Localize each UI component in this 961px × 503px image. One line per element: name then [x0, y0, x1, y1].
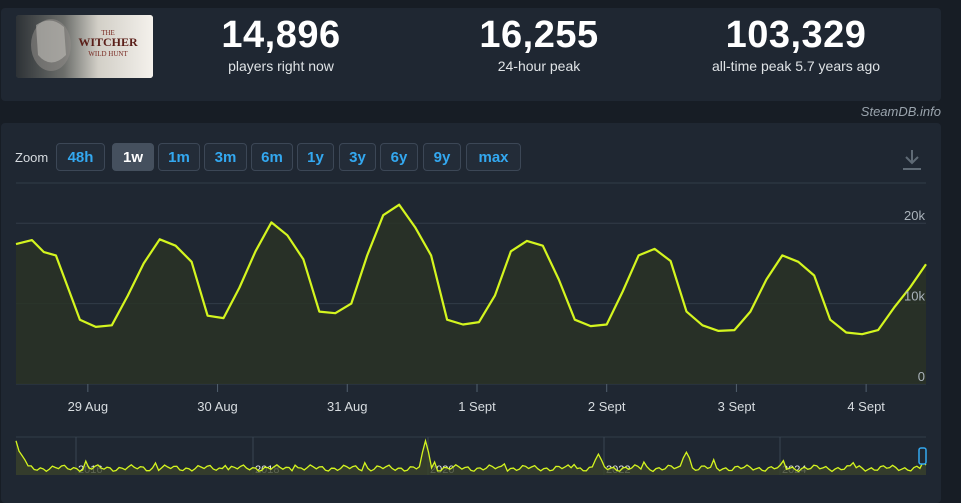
svg-text:THE: THE [101, 29, 115, 37]
chart-area-fill [16, 204, 926, 384]
series-area [16, 204, 926, 384]
zoom-48h-button[interactable]: 48h [56, 143, 105, 171]
range-navigator[interactable]: 20162018202020222024 [15, 436, 927, 476]
all-time-peak-stat: 103,329 all-time peak 5.7 years ago [676, 14, 916, 74]
download-icon[interactable] [901, 148, 923, 172]
svg-text:WITCHER: WITCHER [78, 35, 138, 49]
day-peak-label: 24-hour peak [497, 58, 581, 74]
stats-panel [1, 8, 941, 101]
zoom-1m-button[interactable]: 1m [158, 143, 200, 171]
navigator-handle[interactable] [918, 447, 927, 465]
x-tick-label: 2 Sept [588, 399, 626, 414]
x-axis-ticks: 29 Aug 30 Aug 31 Aug 1 Sept 2 Sept 3 Sept 4 Se… [68, 384, 885, 414]
y-axis-ticks: 20k 10k 0 [904, 208, 925, 384]
y-tick-label: 0 [918, 369, 925, 384]
svg-text:WILD HUNT: WILD HUNT [88, 50, 128, 58]
y-tick-label: 10k [904, 289, 925, 304]
series-line [15, 203, 927, 336]
navigator-area [16, 440, 926, 475]
x-tick-label: 30 Aug [197, 399, 238, 414]
x-tick-label: 29 Aug [68, 399, 109, 414]
current-players-stat: 14,896 players right now [161, 14, 401, 74]
navigator-line [15, 438, 927, 473]
day-peak-value: 16,255 [479, 14, 599, 56]
x-tick-label: 31 Aug [327, 399, 368, 414]
zoom-max-button[interactable]: max [466, 143, 521, 171]
zoom-label: Zoom [15, 150, 49, 165]
current-players-value: 14,896 [221, 14, 341, 56]
zoom-6m-button[interactable]: 6m [251, 143, 293, 171]
all-time-peak-value: 103,329 [725, 14, 867, 56]
x-tick-label: 4 Sept [847, 399, 885, 414]
current-players-label: players right now [228, 58, 334, 74]
y-tick-label: 20k [904, 208, 925, 223]
day-peak-stat: 16,255 24-hour peak [419, 14, 659, 74]
x-tick-label: 3 Sept [718, 399, 756, 414]
zoom-1y-button[interactable]: 1y [297, 143, 334, 171]
zoom-3m-button[interactable]: 3m [204, 143, 247, 171]
steamdb-credit[interactable]: SteamDB.info [860, 104, 941, 119]
all-time-peak-label: all-time peak 5.7 years ago [711, 58, 881, 74]
game-logo-image: THE WITCHER WILD HUNT [16, 15, 153, 78]
zoom-6y-button[interactable]: 6y [380, 143, 418, 171]
zoom-3y-button[interactable]: 3y [339, 143, 376, 171]
zoom-9y-button[interactable]: 9y [423, 143, 461, 171]
game-thumbnail[interactable]: THE WITCHER WILD HUNT [16, 15, 153, 78]
zoom-1w-button[interactable]: 1w [112, 143, 154, 171]
x-tick-label: 1 Sept [458, 399, 496, 414]
chart-line-layer [15, 203, 927, 336]
